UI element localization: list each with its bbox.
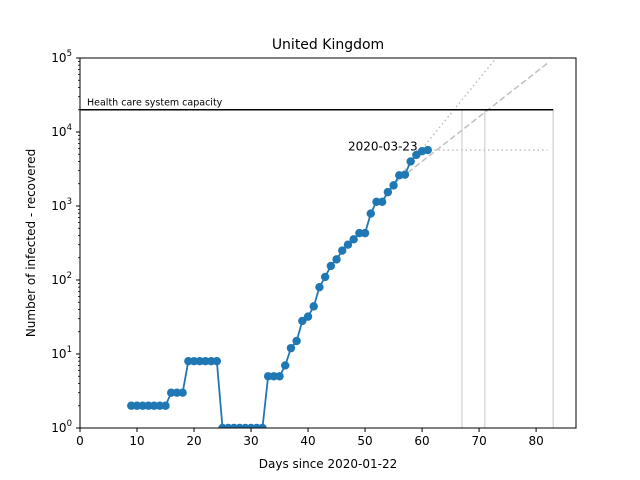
y-tick-label: 102 bbox=[51, 271, 72, 287]
x-tick-label: 10 bbox=[129, 434, 144, 448]
x-tick-label: 0 bbox=[76, 434, 84, 448]
data-point bbox=[212, 356, 222, 366]
data-point bbox=[406, 157, 415, 166]
axes: Health care system capacity 2020-03-23 0 10… bbox=[51, 49, 543, 448]
data-point bbox=[281, 361, 290, 370]
data-point bbox=[298, 316, 307, 326]
data-point bbox=[258, 423, 267, 428]
data-point bbox=[178, 388, 187, 397]
data-point bbox=[377, 197, 387, 206]
y-tick-label: 101 bbox=[51, 345, 72, 361]
y-tick-label: 100 bbox=[51, 419, 72, 435]
data-point bbox=[292, 336, 301, 346]
data-point bbox=[349, 235, 358, 244]
data-point bbox=[320, 272, 330, 282]
data-point bbox=[360, 228, 370, 238]
data-point bbox=[326, 261, 336, 271]
x-tick-label: 30 bbox=[243, 434, 258, 448]
chart-title: United Kingdom bbox=[272, 37, 384, 53]
y-tick-label: 103 bbox=[51, 197, 72, 213]
data-point bbox=[332, 255, 341, 264]
capacity-label: Health care system capacity bbox=[87, 98, 223, 109]
x-axis-label: Days since 2020-01-22 bbox=[259, 457, 398, 471]
y-tick-label: 104 bbox=[51, 123, 72, 139]
y-tick-label: 105 bbox=[51, 49, 72, 65]
data-point bbox=[338, 246, 347, 255]
y-axis-label: Number of infected - recovered bbox=[24, 149, 38, 337]
data-point bbox=[343, 240, 353, 249]
data-point bbox=[161, 401, 170, 410]
data-point bbox=[383, 187, 393, 197]
data-point bbox=[303, 312, 313, 321]
series-line bbox=[131, 149, 428, 428]
x-tick-label: 40 bbox=[300, 434, 315, 448]
x-tick-label: 70 bbox=[471, 434, 486, 448]
x-tick-label: 50 bbox=[357, 434, 372, 448]
x-tick-label: 80 bbox=[528, 434, 543, 448]
data-point bbox=[400, 170, 410, 179]
x-tick-label: 20 bbox=[186, 434, 201, 448]
x-tick-label: 60 bbox=[414, 434, 429, 448]
date-annotation: 2020-03-23 bbox=[348, 139, 418, 153]
data-point bbox=[286, 343, 296, 353]
data-point bbox=[309, 302, 318, 311]
projection-line bbox=[393, 62, 548, 185]
data-point bbox=[389, 181, 398, 190]
data-point bbox=[315, 282, 324, 292]
data-point bbox=[275, 372, 284, 381]
plot-area bbox=[80, 58, 554, 428]
data-point bbox=[366, 209, 375, 218]
plot-frame bbox=[79, 57, 577, 429]
data-point bbox=[423, 145, 432, 155]
